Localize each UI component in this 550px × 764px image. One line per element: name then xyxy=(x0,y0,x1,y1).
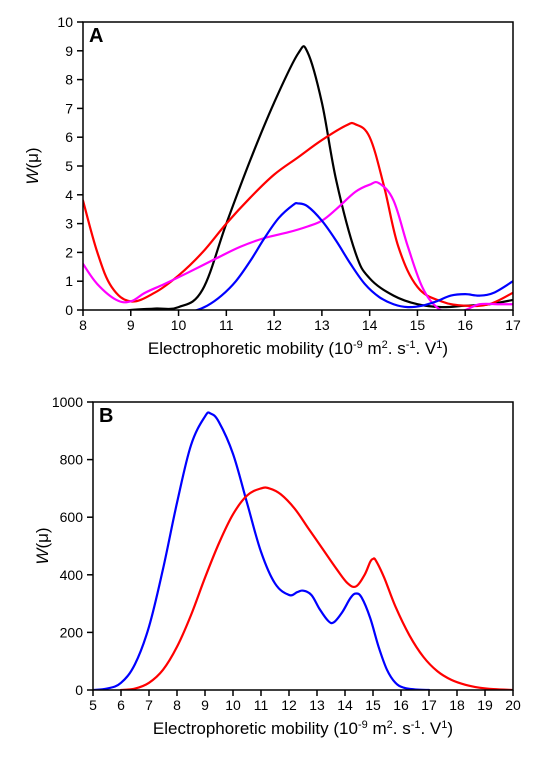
y-tick-label: 6 xyxy=(65,129,73,145)
x-tick-label: 12 xyxy=(281,697,297,713)
figure-container: 891011121314151617012345678910AElectroph… xyxy=(0,0,550,764)
y-tick-label: 600 xyxy=(60,509,84,525)
y-axis-label: W(μ) xyxy=(33,527,52,564)
x-tick-label: 10 xyxy=(225,697,241,713)
chart-panel-B: 5678910111213141516171819200200400600800… xyxy=(20,390,530,750)
x-tick-label: 16 xyxy=(393,697,409,713)
y-tick-label: 9 xyxy=(65,43,73,59)
x-axis-label: Electrophoretic mobility (10-9 m2. s-1. … xyxy=(153,719,453,738)
y-tick-label: 2 xyxy=(65,244,73,260)
x-tick-label: 14 xyxy=(337,697,353,713)
x-tick-label: 12 xyxy=(266,317,282,333)
x-tick-label: 13 xyxy=(309,697,325,713)
y-tick-label: 4 xyxy=(65,187,73,203)
x-tick-label: 11 xyxy=(219,317,234,333)
x-tick-label: 18 xyxy=(449,697,465,713)
x-tick-label: 8 xyxy=(173,697,181,713)
y-tick-label: 3 xyxy=(65,216,73,232)
series-black xyxy=(83,46,513,313)
x-tick-label: 15 xyxy=(365,697,381,713)
y-tick-label: 0 xyxy=(65,302,73,318)
y-tick-label: 800 xyxy=(60,452,84,468)
y-tick-label: 0 xyxy=(75,682,83,698)
x-tick-label: 17 xyxy=(505,317,521,333)
series-red xyxy=(121,488,513,690)
x-tick-label: 14 xyxy=(362,317,378,333)
x-tick-label: 8 xyxy=(79,317,87,333)
y-tick-label: 1 xyxy=(65,273,73,289)
y-tick-label: 200 xyxy=(60,624,84,640)
x-tick-label: 9 xyxy=(127,317,135,333)
x-tick-label: 7 xyxy=(145,697,153,713)
panel-B-wrap: 5678910111213141516171819200200400600800… xyxy=(20,390,530,750)
x-tick-label: 17 xyxy=(421,697,437,713)
x-tick-label: 19 xyxy=(477,697,493,713)
x-tick-label: 11 xyxy=(254,697,269,713)
y-tick-label: 400 xyxy=(60,567,84,583)
y-axis-label: W(μ) xyxy=(23,147,42,184)
x-tick-label: 10 xyxy=(171,317,187,333)
series-blue xyxy=(93,412,429,690)
y-tick-label: 10 xyxy=(57,14,73,30)
x-tick-label: 9 xyxy=(201,697,209,713)
x-tick-label: 13 xyxy=(314,317,330,333)
x-axis-label: Electrophoretic mobility (10-9 m2. s-1. … xyxy=(148,339,448,358)
chart-panel-A: 891011121314151617012345678910AElectroph… xyxy=(20,10,530,370)
y-tick-label: 7 xyxy=(65,100,73,116)
y-tick-label: 8 xyxy=(65,72,73,88)
x-tick-label: 5 xyxy=(89,697,97,713)
panel-label: B xyxy=(99,405,113,427)
x-tick-label: 20 xyxy=(505,697,521,713)
panel-A-wrap: 891011121314151617012345678910AElectroph… xyxy=(20,10,530,370)
x-tick-label: 15 xyxy=(410,317,426,333)
x-tick-label: 6 xyxy=(117,697,125,713)
series-red xyxy=(83,123,513,306)
series-magenta xyxy=(83,182,513,313)
panel-label: A xyxy=(89,25,103,47)
x-tick-label: 16 xyxy=(457,317,473,333)
y-tick-label: 5 xyxy=(65,158,73,174)
y-tick-label: 1000 xyxy=(52,394,83,410)
